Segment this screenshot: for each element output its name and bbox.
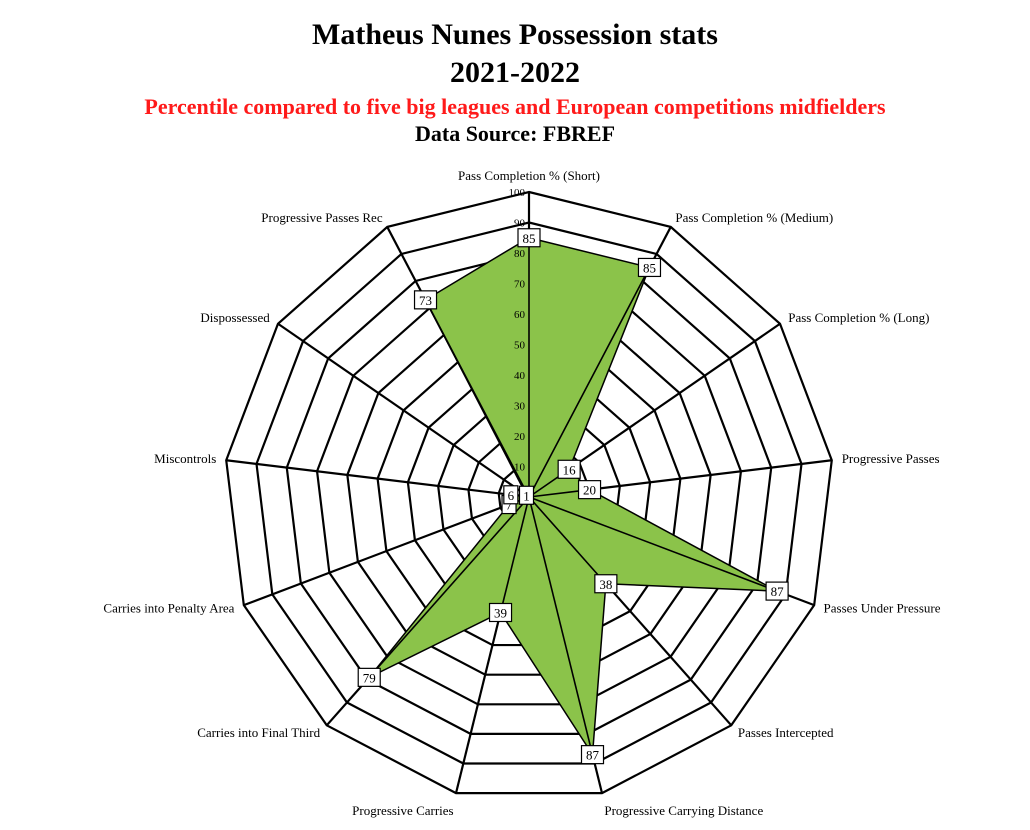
data-spoke (528, 496, 778, 592)
value-label: 73 (419, 293, 432, 308)
value-label: 85 (523, 231, 536, 246)
axis-spoke (226, 459, 530, 499)
tick-label: 40 (514, 370, 526, 382)
data-spoke (528, 267, 651, 498)
tick-label: 60 (514, 309, 526, 321)
grid-ring (225, 190, 833, 795)
axis-label: Pass Completion % (Short) (458, 168, 600, 183)
radar-value-labels: 85 85 16 20 87 38 87 39 79 76 1 73 (357, 228, 789, 765)
tick-label: 50 (514, 340, 526, 352)
data-spoke (528, 496, 594, 755)
radar-ticks: 10 20 30 40 50 60 70 80 90 100 (509, 187, 526, 474)
axis-label: Progressive Carrying Distance (604, 803, 763, 818)
tick-label: 30 (514, 401, 526, 413)
axis-label: Carries into Penalty Area (103, 601, 234, 616)
value-label: 38 (599, 577, 612, 592)
axis-label: Progressive Passes (842, 451, 940, 466)
data-spoke (368, 496, 530, 678)
value-label-box (580, 745, 605, 765)
tick-label: 80 (514, 248, 526, 260)
axis-label: Dispossessed (200, 310, 270, 325)
value-label: 85 (643, 260, 656, 275)
tick-label: 100 (509, 187, 526, 199)
data-spoke (499, 496, 530, 613)
axis-label: Passes Intercepted (738, 725, 834, 740)
data-spoke (528, 496, 607, 585)
axis-label: Pass Completion % (Medium) (675, 210, 833, 225)
value-label: 20 (583, 483, 596, 498)
value-label-box (517, 228, 541, 248)
value-label-box (503, 485, 519, 505)
value-label: 16 (563, 462, 577, 477)
chart-title-line2: 2021-2022 (450, 56, 580, 89)
value-label-box (557, 459, 581, 479)
grid-ring (315, 282, 743, 706)
value-label: 39 (494, 605, 507, 620)
value-label: 87 (586, 748, 600, 763)
value-label-box (637, 257, 662, 278)
axis-label: Pass Completion % (Long) (788, 310, 929, 325)
tick-label: 10 (514, 462, 526, 474)
tick-label: 90 (514, 218, 526, 230)
value-label: 87 (771, 584, 785, 599)
value-label-box (413, 290, 438, 310)
axis-label: Miscontrols (154, 451, 216, 466)
axis-spoke (243, 495, 530, 607)
axis-label: Progressive Carries (352, 803, 453, 818)
value-label: 7 (506, 498, 513, 513)
grid-ring (255, 221, 803, 765)
value-label: 79 (363, 670, 376, 685)
data-spoke (424, 299, 530, 498)
value-label-box (577, 480, 602, 500)
axis-label: Carries into Final Third (197, 725, 320, 740)
axis-spoke (277, 322, 530, 498)
grid-ring (346, 312, 712, 676)
value-label-box (594, 574, 618, 594)
data-source-label: Data Source: FBREF (414, 121, 616, 146)
value-label-box (357, 667, 381, 687)
value-label-box (488, 602, 513, 623)
tick-label: 70 (514, 279, 526, 291)
chart-subtitle: Percentile compared to five big leagues … (144, 94, 886, 119)
value-label-box (518, 485, 535, 505)
radar-data (368, 236, 778, 757)
axis-label: Progressive Passes Rec (261, 210, 383, 225)
chart-title-line1: Matheus Nunes Possession stats (312, 18, 718, 51)
grid-ring (285, 251, 773, 736)
value-label: 6 (508, 488, 515, 503)
radar-axis-labels: Pass Completion % (Short) Pass Completion… (103, 168, 940, 818)
value-label: 1 (523, 488, 530, 503)
value-label-box (765, 581, 789, 601)
axis-label: Passes Under Pressure (824, 601, 941, 616)
tick-label: 20 (514, 431, 526, 443)
